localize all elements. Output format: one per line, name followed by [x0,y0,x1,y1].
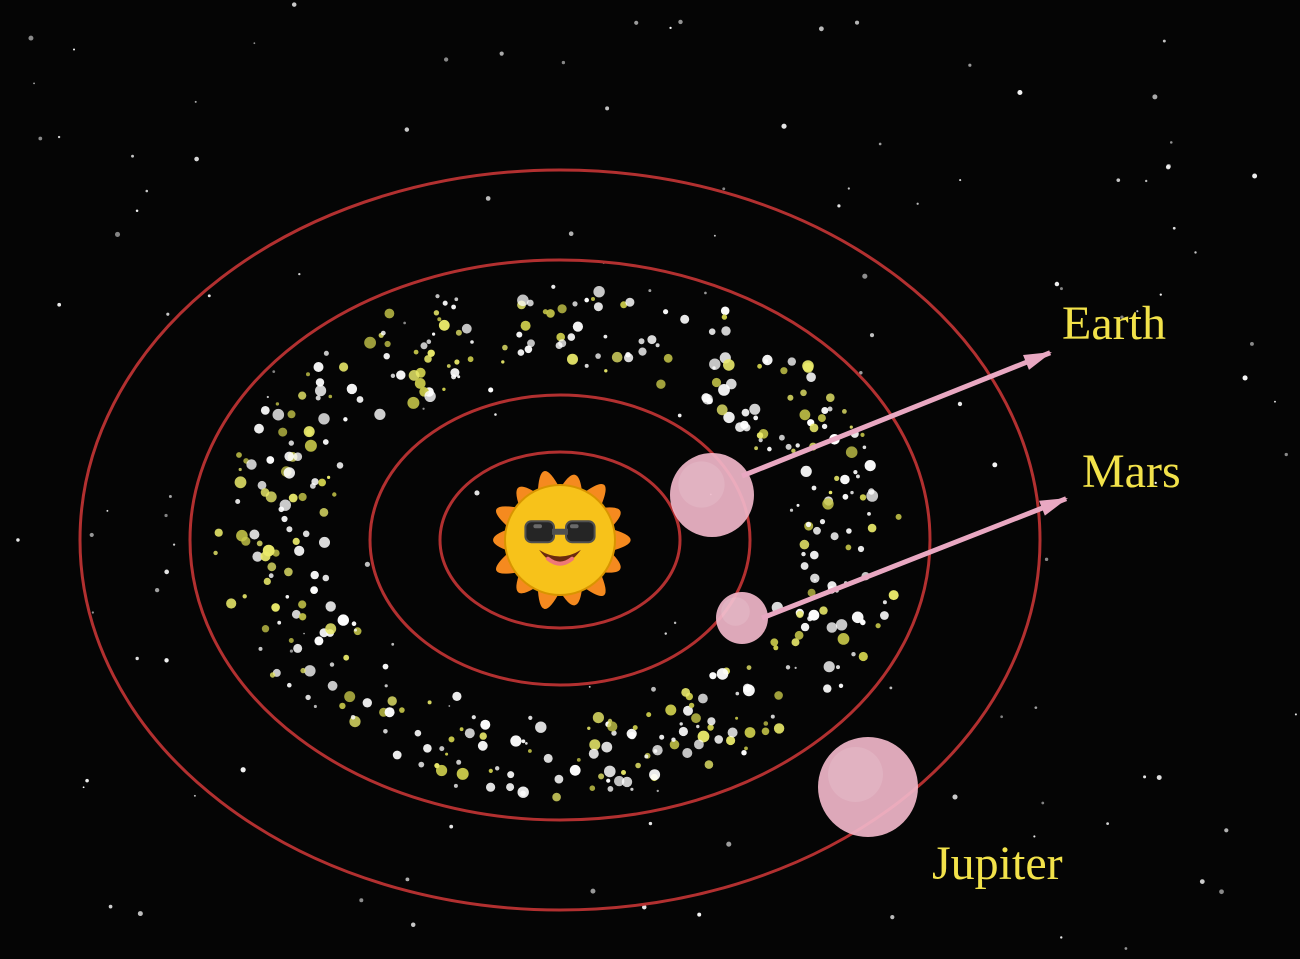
label-earth: Earth [1062,296,1166,351]
label-mars: Mars [1082,444,1181,499]
planet-mars [716,592,768,644]
label-jupiter: Jupiter [932,836,1063,891]
planet-jupiter [818,737,918,837]
diagram-stage: Asteroid Belt EarthMarsJupiter [0,0,1300,959]
planet-earth [670,453,754,537]
